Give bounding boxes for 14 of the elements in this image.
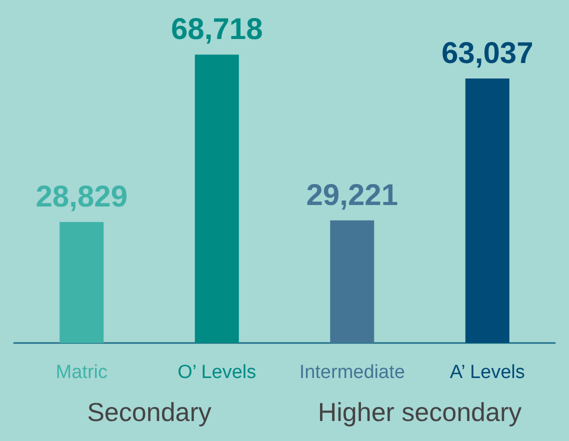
data-label: 29,221 (306, 178, 398, 212)
bar (465, 78, 510, 343)
x-tick-label: A’ Levels (450, 362, 525, 383)
bar (330, 220, 374, 343)
x-tick-label: O’ Levels (178, 362, 256, 383)
x-tick-label: Matric (56, 362, 108, 383)
bar (194, 54, 239, 343)
data-label: 28,829 (36, 180, 128, 214)
bar (60, 222, 104, 343)
x-tick-label: Intermediate (299, 362, 405, 383)
data-label: 68,718 (170, 13, 263, 46)
text: Secondary (87, 397, 212, 427)
data-label: 63,037 (441, 36, 534, 70)
text: Higher secondary (318, 397, 522, 427)
